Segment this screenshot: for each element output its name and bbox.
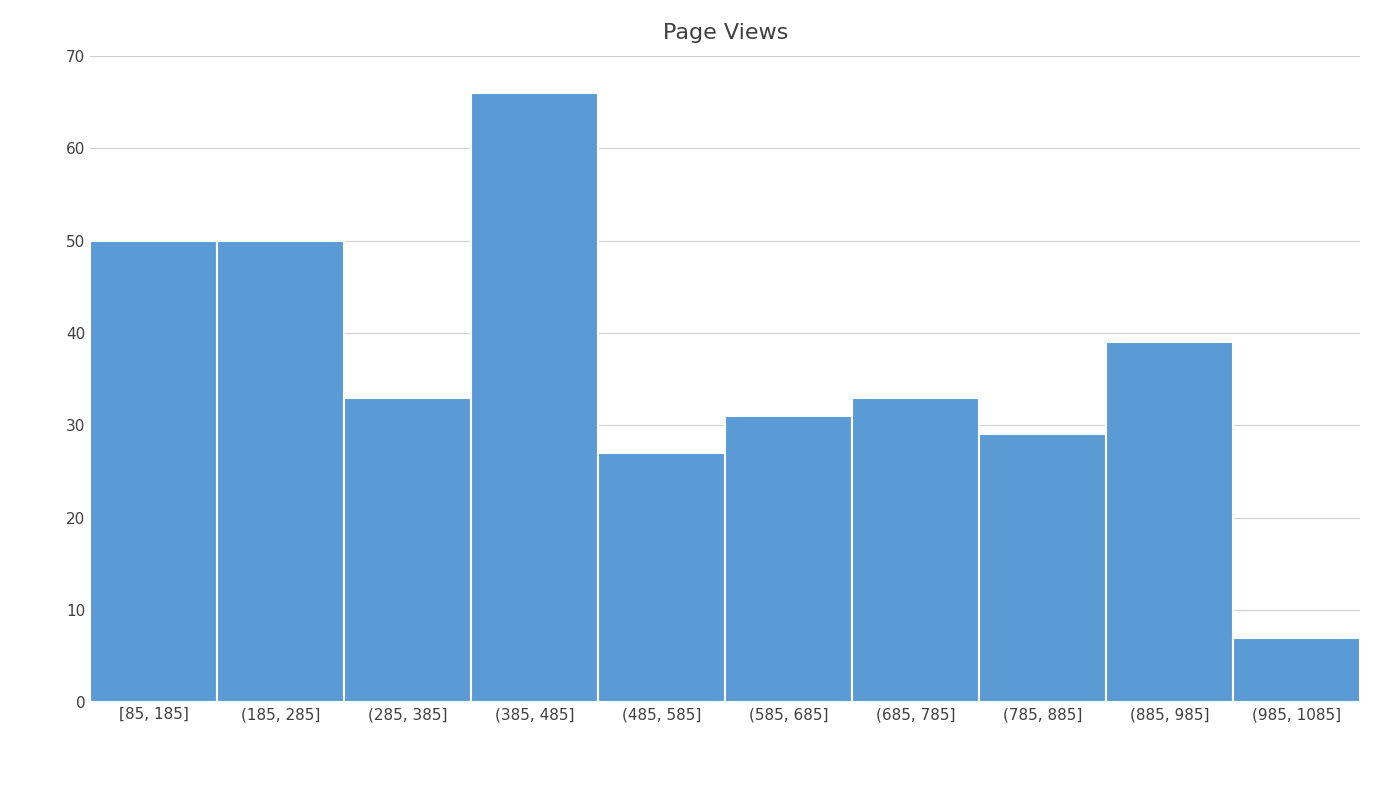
Bar bbox=[1106, 342, 1233, 702]
Bar bbox=[471, 93, 598, 702]
Bar bbox=[344, 397, 472, 702]
Bar bbox=[725, 416, 852, 702]
Bar bbox=[1233, 638, 1360, 702]
Bar bbox=[217, 240, 344, 702]
Bar bbox=[598, 453, 725, 702]
Title: Page Views: Page Views bbox=[662, 23, 788, 43]
Bar bbox=[980, 434, 1106, 702]
Bar bbox=[852, 397, 980, 702]
Bar bbox=[90, 240, 217, 702]
